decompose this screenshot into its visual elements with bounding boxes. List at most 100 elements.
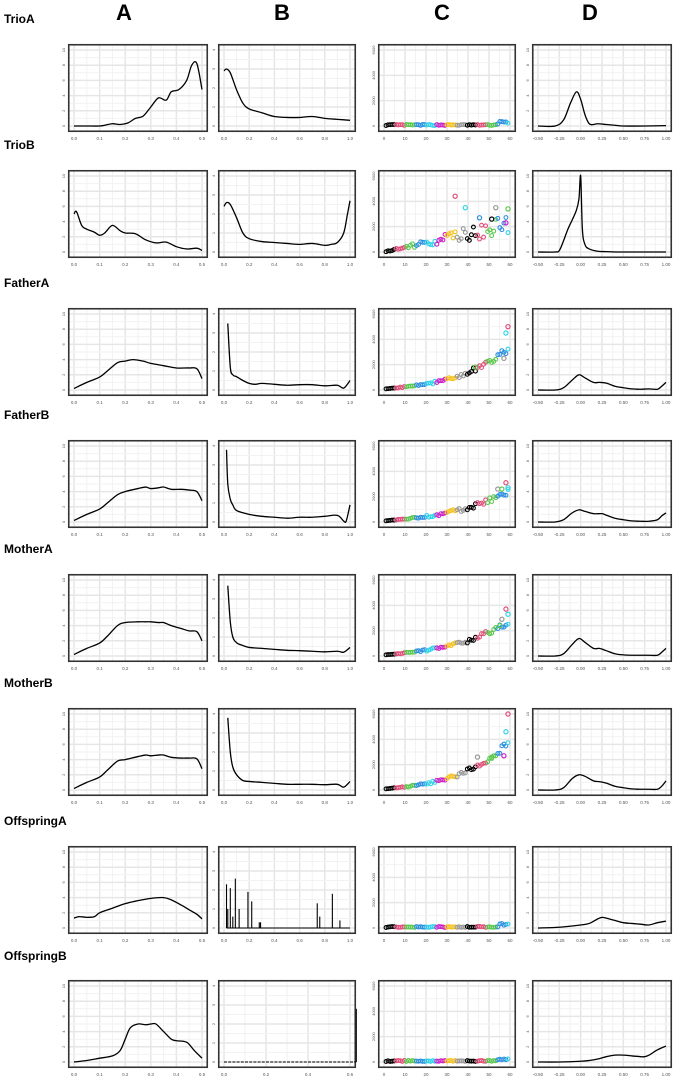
- svg-text:0.75: 0.75: [640, 800, 649, 805]
- row-label-offspringb: OffspringB: [4, 949, 67, 963]
- svg-text:10: 10: [525, 711, 530, 716]
- svg-text:4: 4: [525, 490, 530, 493]
- svg-text:2: 2: [211, 888, 216, 891]
- svg-text:0.0: 0.0: [71, 400, 78, 405]
- svg-text:3: 3: [211, 331, 216, 334]
- svg-text:6: 6: [525, 343, 530, 346]
- svg-text:4: 4: [61, 220, 66, 223]
- svg-text:0.75: 0.75: [640, 136, 649, 141]
- svg-text:0: 0: [383, 666, 386, 671]
- svg-text:0.6: 0.6: [296, 666, 303, 671]
- svg-text:-0.50: -0.50: [533, 938, 544, 943]
- svg-text:0.00: 0.00: [576, 136, 585, 141]
- svg-text:0: 0: [61, 250, 66, 253]
- svg-text:2000: 2000: [371, 95, 376, 105]
- svg-text:0.1: 0.1: [96, 666, 103, 671]
- svg-text:50: 50: [486, 938, 492, 943]
- svg-text:0: 0: [61, 1060, 66, 1063]
- svg-text:1: 1: [211, 1041, 216, 1044]
- svg-text:0.5: 0.5: [199, 800, 206, 805]
- svg-text:4: 4: [61, 490, 66, 493]
- svg-text:1.0: 1.0: [347, 262, 354, 267]
- svg-text:0.8: 0.8: [322, 938, 329, 943]
- svg-text:0.1: 0.1: [96, 532, 103, 537]
- svg-text:2: 2: [61, 235, 66, 238]
- svg-text:0.4: 0.4: [173, 938, 180, 943]
- panel-fathera-c: 0 10 20 30 40 50 60 0 2000 4000 6000: [371, 307, 517, 408]
- svg-text:8: 8: [525, 63, 530, 66]
- svg-text:4: 4: [211, 174, 216, 177]
- svg-text:2: 2: [211, 212, 216, 215]
- svg-text:30: 30: [444, 666, 450, 671]
- panel-triob-a: 0.0 0.1 0.2 0.3 0.4 0.5 0 2 4 6 8 10: [61, 169, 209, 270]
- svg-text:10: 10: [402, 136, 408, 141]
- svg-text:0: 0: [371, 788, 376, 791]
- svg-text:0.6: 0.6: [296, 400, 303, 405]
- svg-text:0: 0: [383, 262, 386, 267]
- svg-text:4: 4: [525, 358, 530, 361]
- svg-text:0.2: 0.2: [246, 800, 253, 805]
- svg-text:2: 2: [211, 1022, 216, 1025]
- svg-text:0.50: 0.50: [619, 136, 628, 141]
- svg-text:0.2: 0.2: [122, 1072, 129, 1077]
- svg-text:0.6: 0.6: [296, 136, 303, 141]
- svg-text:3: 3: [211, 67, 216, 70]
- svg-text:0.2: 0.2: [246, 262, 253, 267]
- svg-text:0: 0: [371, 1060, 376, 1063]
- svg-text:40: 40: [465, 938, 471, 943]
- panel-trioa-c: 0 10 20 30 40 50 60 0 2000 4000 6000: [371, 43, 517, 144]
- svg-text:3: 3: [211, 1003, 216, 1006]
- svg-text:2: 2: [211, 482, 216, 485]
- row-label-triob: TrioB: [4, 138, 35, 152]
- svg-text:20: 20: [423, 400, 429, 405]
- svg-text:50: 50: [486, 800, 492, 805]
- panel-trioa-b: 0.0 0.2 0.4 0.6 0.8 1.0 0 1 2 3 4: [211, 43, 357, 144]
- svg-text:0.8: 0.8: [322, 400, 329, 405]
- svg-text:4: 4: [211, 444, 216, 447]
- svg-text:1.00: 1.00: [662, 938, 671, 943]
- svg-text:0.50: 0.50: [619, 938, 628, 943]
- svg-text:4: 4: [211, 48, 216, 51]
- svg-text:0.3: 0.3: [148, 938, 155, 943]
- svg-text:10: 10: [402, 938, 408, 943]
- svg-text:6: 6: [525, 881, 530, 884]
- svg-text:0.00: 0.00: [576, 800, 585, 805]
- row-label-offspringa: OffspringA: [4, 814, 67, 828]
- svg-text:40: 40: [465, 262, 471, 267]
- svg-text:0: 0: [211, 926, 216, 929]
- svg-text:4: 4: [525, 758, 530, 761]
- column-header-d: D: [582, 0, 598, 25]
- panel-fatherb-a: 0.0 0.1 0.2 0.3 0.4 0.5 0 2 4 6 8 10: [61, 439, 209, 540]
- svg-text:-0.50: -0.50: [533, 1072, 544, 1077]
- svg-text:0: 0: [525, 388, 530, 391]
- svg-text:0.6: 0.6: [296, 262, 303, 267]
- svg-text:0.00: 0.00: [576, 1072, 585, 1077]
- svg-text:0.5: 0.5: [199, 400, 206, 405]
- panel-fatherb-b: 0.0 0.2 0.4 0.6 0.8 1.0 0 1 2 3 4: [211, 439, 357, 540]
- svg-text:-0.25: -0.25: [554, 938, 565, 943]
- svg-text:0.5: 0.5: [199, 262, 206, 267]
- svg-text:40: 40: [465, 532, 471, 537]
- svg-text:0.0: 0.0: [71, 136, 78, 141]
- panel-offspringb-d: -0.50 -0.25 0.00 0.25 0.50 0.75 1.00 0 2 4 6 8 10: [525, 979, 673, 1080]
- svg-text:0.5: 0.5: [199, 136, 206, 141]
- svg-text:0.0: 0.0: [221, 136, 228, 141]
- svg-text:0.75: 0.75: [640, 532, 649, 537]
- svg-text:6: 6: [525, 743, 530, 746]
- svg-text:2000: 2000: [371, 759, 376, 769]
- svg-text:6: 6: [61, 343, 66, 346]
- svg-text:2: 2: [61, 373, 66, 376]
- svg-text:10: 10: [525, 443, 530, 448]
- panel-triob-c: 0 10 20 30 40 50 60 0 2000 4000 6000: [371, 169, 517, 270]
- svg-text:8: 8: [61, 593, 66, 596]
- svg-text:0: 0: [211, 250, 216, 253]
- svg-text:0: 0: [211, 1060, 216, 1063]
- svg-text:10: 10: [525, 849, 530, 854]
- svg-text:2: 2: [211, 616, 216, 619]
- svg-text:20: 20: [423, 262, 429, 267]
- svg-text:1.00: 1.00: [662, 666, 671, 671]
- svg-text:40: 40: [465, 1072, 471, 1077]
- svg-text:30: 30: [444, 532, 450, 537]
- svg-text:-0.25: -0.25: [554, 136, 565, 141]
- svg-text:1.00: 1.00: [662, 800, 671, 805]
